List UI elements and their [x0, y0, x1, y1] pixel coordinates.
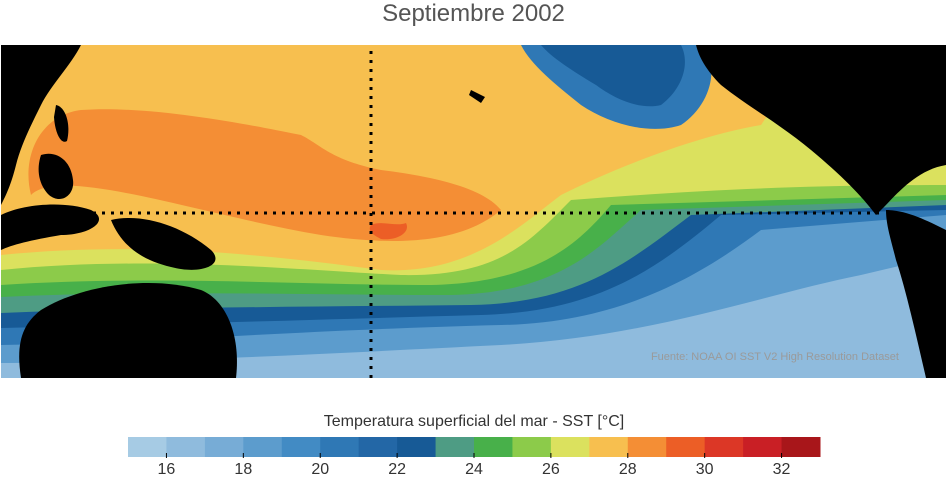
land-asia: [1, 45, 81, 205]
colorbar-segment: [704, 437, 744, 457]
land-masses: [1, 45, 946, 378]
colorbar-segment: [128, 437, 167, 457]
colorbar-segment: [281, 437, 321, 457]
sst-band-cold-north-core: [541, 45, 685, 107]
colorbar-tick-label: 24: [465, 461, 483, 478]
sst-map: [1, 45, 946, 378]
colorbar-segment: [474, 437, 513, 457]
sst-band-30-spot: [369, 223, 407, 240]
colorbar-tick-label: 26: [541, 461, 560, 478]
colorbar-segment: [397, 437, 437, 457]
colorbar-tick-label: 20: [311, 461, 330, 478]
colorbar-segment: [627, 437, 667, 457]
land-hawaii: [469, 90, 485, 103]
data-source-note: Fuente: NOAA OI SST V2 High Resolution D…: [650, 351, 899, 363]
land-borneo: [38, 153, 74, 200]
colorbar-segment: [320, 437, 360, 457]
land-americas: [696, 45, 946, 215]
land-south-america: [886, 210, 946, 378]
colorbar-segment: [781, 437, 821, 457]
colorbar-segment: [589, 437, 629, 457]
colorbar-tick-label: 30: [695, 461, 714, 478]
colorbar-segment: [243, 437, 283, 457]
land-new-guinea: [111, 218, 216, 270]
land-indonesia: [1, 204, 100, 250]
colorbar-segment: [550, 437, 590, 457]
colorbar-label: Temperatura superficial del mar - SST [°…: [323, 413, 625, 430]
colorbar-segment: [204, 437, 244, 457]
colorbar-segment: [166, 437, 206, 457]
colorbar-segment: [743, 437, 783, 457]
colorbar-segment: [666, 437, 706, 457]
colorbar-tick-label: 32: [772, 461, 791, 478]
map-title: Septiembre 2002: [382, 0, 565, 27]
colorbar-segment: [512, 437, 552, 457]
colorbar-tick-label: 18: [234, 461, 253, 478]
land-philippines: [54, 105, 69, 142]
colorbar-tick-label: 16: [157, 461, 176, 478]
land-australia: [19, 282, 237, 378]
sst-band-29-west: [28, 109, 501, 241]
colorbar-tick-label: 28: [618, 461, 637, 478]
colorbar-segment: [435, 437, 475, 457]
colorbar-tick-label: 22: [388, 461, 406, 478]
colorbar-segment: [358, 437, 398, 457]
colorbar: [128, 437, 821, 458]
